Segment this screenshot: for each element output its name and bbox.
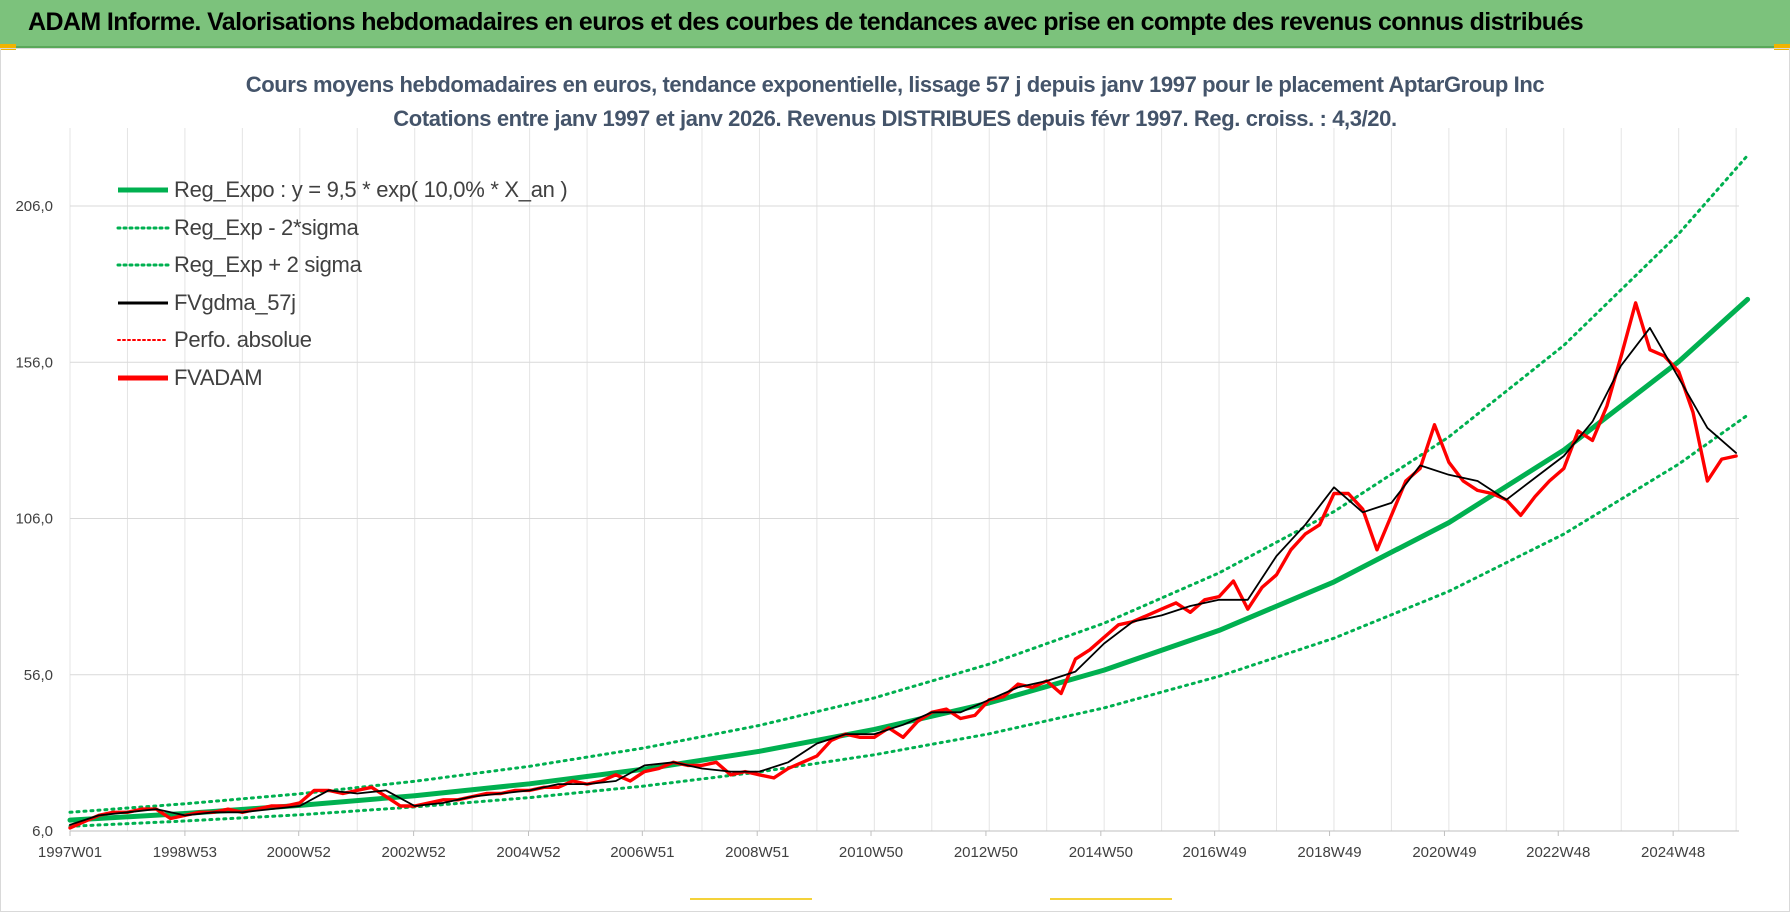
chart-subtitle: Cotations entre janv 1997 et janv 2026. … xyxy=(393,106,1397,131)
bottom-marker-1 xyxy=(690,898,812,900)
x-tick-label: 1998W53 xyxy=(153,844,217,861)
x-tick-label: 2024W48 xyxy=(1641,844,1705,861)
legend-label-reg-exp-plus: Reg_Exp + 2 sigma xyxy=(174,252,362,277)
corner-marker-right xyxy=(1774,44,1790,50)
bottom-marker-2 xyxy=(1050,898,1172,900)
x-tick-label: 2012W50 xyxy=(954,844,1018,861)
x-tick-label: 2018W49 xyxy=(1297,844,1361,861)
x-tick-label: 2022W48 xyxy=(1526,844,1590,861)
x-tick-label: 2000W52 xyxy=(267,844,331,861)
chart-series xyxy=(67,153,1751,830)
x-tick-label: 2020W49 xyxy=(1412,844,1476,861)
legend-swatch-fvgdma xyxy=(118,301,168,304)
legend-label-reg-expo: Reg_Expo : y = 9,5 * exp( 10,0% * X_an ) xyxy=(174,177,568,202)
legend-swatch-reg-exp-plus xyxy=(116,263,170,267)
series-line-fvgdma-57j xyxy=(69,327,1737,826)
series-line-reg-expo xyxy=(67,296,1751,823)
chart-title: Cours moyens hebdomadaires en euros, ten… xyxy=(245,72,1545,97)
x-tick-label: 1997W01 xyxy=(38,844,102,861)
legend-swatch-fvadam xyxy=(118,375,168,380)
series-line-reg-exp-plus-2sigma xyxy=(68,153,1750,814)
legend-label-perfo-absolue: Perfo. absolue xyxy=(174,327,312,352)
y-tick-label: 106,0 xyxy=(15,511,53,528)
x-tick-label: 2006W51 xyxy=(610,844,674,861)
y-tick-label: 56,0 xyxy=(24,667,53,684)
x-tick-label: 2004W52 xyxy=(496,844,560,861)
x-tick-label: 2008W51 xyxy=(725,844,789,861)
x-tick-label: 2016W49 xyxy=(1183,844,1247,861)
legend-label-fvgdma: FVgdma_57j xyxy=(174,289,296,315)
y-tick-label: 156,0 xyxy=(15,354,53,371)
y-tick-label: 6,0 xyxy=(32,823,53,840)
x-tick-label: 2002W52 xyxy=(382,844,446,861)
legend-swatch-reg-exp-minus xyxy=(116,226,170,229)
report-banner: ADAM Informe. Valorisations hebdomadaire… xyxy=(0,0,1790,48)
series-line-reg-exp-minus-2sigma xyxy=(68,413,1750,828)
legend-label-reg-exp-minus: Reg_Exp - 2*sigma xyxy=(174,214,359,240)
legend-swatch-perfo-absolue xyxy=(117,339,169,341)
legend-swatch-reg-expo xyxy=(118,187,168,193)
y-tick-label: 206,0 xyxy=(15,198,53,215)
x-tick-label: 2010W50 xyxy=(839,844,903,861)
legend-label-fvadam: FVADAM xyxy=(174,364,263,390)
report-title: ADAM Informe. Valorisations hebdomadaire… xyxy=(28,8,1584,36)
chart-axes: 6,0 56,0 106,0 156,0 206,0 1997W01 1998W53 2000… xyxy=(15,198,1739,861)
x-tick-label: 2014W50 xyxy=(1069,844,1133,861)
corner-marker-left xyxy=(0,44,16,50)
series-line-fvadam xyxy=(68,301,1738,830)
